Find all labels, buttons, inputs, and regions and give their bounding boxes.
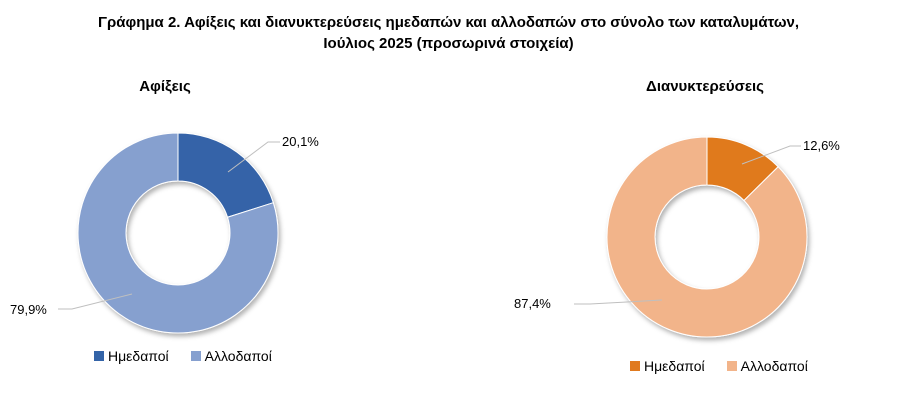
page-title-line-2: Ιούλιος 2025 (προσωρινά στοιχεία) — [323, 35, 574, 52]
nights-slice-foreign — [606, 136, 808, 338]
arrivals-legend: Ημεδαποί Αλλοδαποί — [94, 348, 272, 364]
arrivals-legend-swatch-foreign — [190, 351, 201, 361]
nights-legend-item-domestic: Ημεδαποί — [630, 358, 705, 374]
arrivals-leader-line-domestic — [227, 141, 280, 173]
nights-donut: 12,6% 87,4% — [514, 136, 840, 338]
arrivals-leader-line-foreign — [58, 293, 133, 310]
arrivals-donut: 20,1% 79,9% — [10, 132, 319, 334]
nights-leader-line-domestic — [741, 145, 801, 165]
nights-legend-swatch-domestic — [630, 361, 640, 371]
nights-chart-title: Διανυκτερεύσεις — [646, 78, 764, 95]
arrivals-donut-slices — [77, 132, 279, 334]
page-title-line-1: Γράφημα 2. Αφίξεις και διανυκτερεύσεις η… — [97, 14, 800, 31]
page-title: Γράφημα 2. Αφίξεις και διανυκτερεύσεις η… — [0, 12, 897, 54]
arrivals-legend-swatch-domestic — [94, 351, 104, 361]
nights-leader-line-foreign — [574, 299, 663, 305]
nights-legend-swatch-foreign — [726, 361, 737, 371]
arrivals-slice-domestic — [177, 132, 274, 218]
nights-data-label-domestic: 12,6% — [803, 138, 840, 153]
nights-donut-slices — [606, 136, 808, 338]
arrivals-data-label-foreign: 79,9% — [10, 302, 47, 317]
arrivals-data-label-domestic: 20,1% — [282, 134, 319, 149]
arrivals-legend-label-foreign: Αλλοδαποί — [204, 348, 272, 364]
arrivals-legend-item-domestic: Ημεδαποί — [94, 348, 169, 364]
nights-legend-label-foreign: Αλλοδαποί — [740, 358, 808, 374]
nights-legend-label-domestic: Ημεδαποί — [644, 358, 705, 374]
arrivals-chart-title: Αφίξεις — [139, 78, 191, 95]
nights-legend: Ημεδαποί Αλλοδαποί — [630, 358, 808, 374]
arrivals-legend-label-domestic: Ημεδαποί — [108, 348, 169, 364]
nights-legend-item-foreign: Αλλοδαποί — [726, 358, 808, 374]
arrivals-slice-foreign — [77, 132, 279, 334]
arrivals-legend-item-foreign: Αλλοδαποί — [190, 348, 272, 364]
nights-data-label-foreign: 87,4% — [514, 296, 551, 311]
